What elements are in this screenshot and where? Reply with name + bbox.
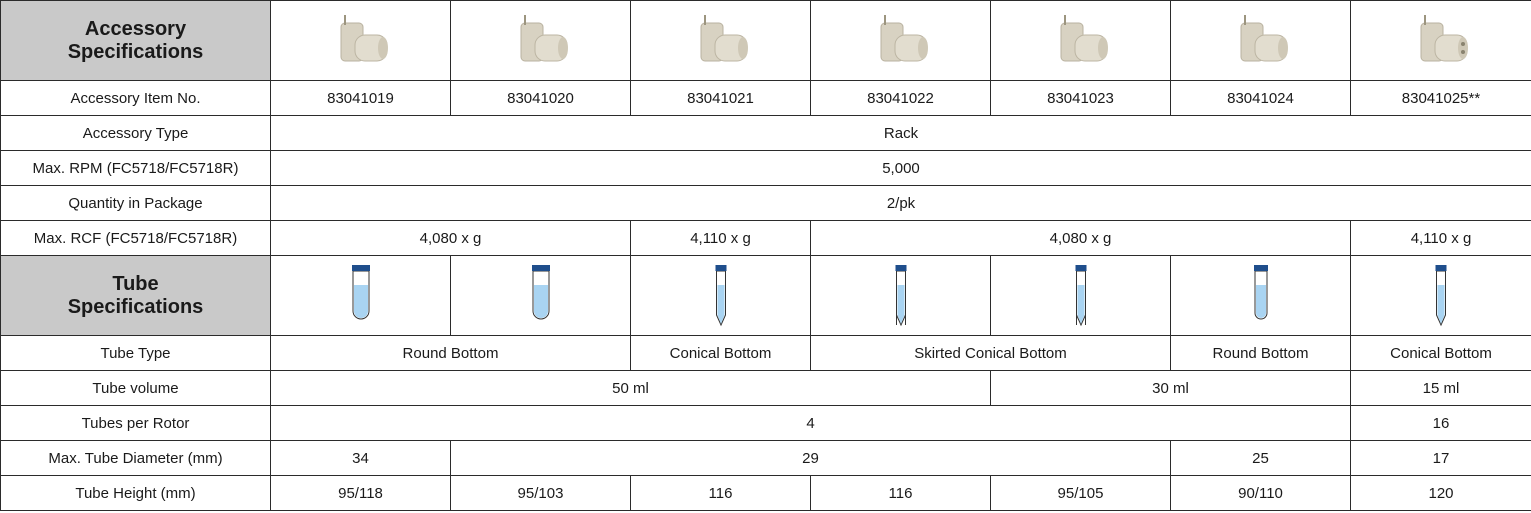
spec-value: Skirted Conical Bottom [810,335,1171,371]
spec-value: 4,080 x g [270,220,631,256]
tube-image [715,264,726,326]
spec-row: Tubes per Rotor 4 16 [0,405,1531,441]
image-cell [810,0,991,81]
header-row: Tube Specifications [0,255,1531,336]
image-cell [270,0,451,81]
spec-value: 2/pk [270,185,1531,221]
image-cell [270,255,451,336]
image-cell [1170,255,1351,336]
spec-value: 83041024 [1170,80,1351,116]
spec-row: Max. RCF (FC5718/FC5718R) 4,080 x g 4,110 … [0,220,1531,256]
spec-value: Conical Bottom [630,335,811,371]
spec-value: 4,110 x g [1350,220,1531,256]
spec-value: 116 [810,475,991,511]
row-label: Accessory Item No. [0,80,271,116]
spec-value: 83041021 [630,80,811,116]
row-label: Tubes per Rotor [0,405,271,441]
spec-value: 16 [1350,405,1531,441]
spec-value: 120 [1350,475,1531,511]
row-label: Max. RCF (FC5718/FC5718R) [0,220,271,256]
row-label: Max. RPM (FC5718/FC5718R) [0,150,271,186]
spec-value: 34 [270,440,451,476]
accessory-image [1240,14,1288,61]
spec-row: Max. RPM (FC5718/FC5718R) 5,000 [0,150,1531,186]
spec-value: 29 [450,440,1171,476]
header-row: Accessory Specifications [0,0,1531,81]
accessory-image [880,14,928,61]
row-label: Quantity in Package [0,185,271,221]
image-cell [450,255,631,336]
image-cell [1350,0,1531,81]
spec-value: 90/110 [1170,475,1351,511]
row-label: Max. Tube Diameter (mm) [0,440,271,476]
spec-value: 30 ml [990,370,1351,406]
spec-row: Tube volume 50 ml 30 ml 15 ml [0,370,1531,406]
image-cell [810,255,991,336]
spec-value: Round Bottom [1170,335,1351,371]
section-header: Tube Specifications [0,255,271,336]
accessory-image [700,14,748,61]
spec-value: 17 [1350,440,1531,476]
row-label: Accessory Type [0,115,271,151]
spec-row: Tube Height (mm) 95/118 95/103 116 116 95/105… [0,475,1531,511]
image-cell [1350,255,1531,336]
spec-row: Tube Type Round Bottom Conical Bottom Skirt… [0,335,1531,371]
spec-value: Conical Bottom [1350,335,1531,371]
accessory-image [1060,14,1108,61]
section-header: Accessory Specifications [0,0,271,81]
tube-image [351,264,370,319]
spec-value: 95/118 [270,475,451,511]
image-cell [1170,0,1351,81]
spec-value: 50 ml [270,370,991,406]
spec-row: Quantity in Package 2/pk [0,185,1531,221]
accessory-image [340,14,388,61]
spec-value: 4,080 x g [810,220,1351,256]
accessory-image [1420,14,1468,61]
image-cell [990,255,1171,336]
row-label: Tube Type [0,335,271,371]
spec-value: 95/103 [450,475,631,511]
tube-image [1435,264,1447,326]
image-cell [630,0,811,81]
spec-row: Accessory Type Rack [0,115,1531,151]
row-label: Tube Height (mm) [0,475,271,511]
spec-value: 25 [1170,440,1351,476]
spec-value: 83041022 [810,80,991,116]
spec-value: 83041025** [1350,80,1531,116]
spec-value: 83041020 [450,80,631,116]
spec-value: Round Bottom [270,335,631,371]
spec-value: 95/105 [990,475,1171,511]
spec-value: 4,110 x g [630,220,811,256]
spec-row: Max. Tube Diameter (mm) 34 29 25 17 [0,440,1531,476]
spec-value: 83041019 [270,80,451,116]
spec-value: 83041023 [990,80,1171,116]
spec-row: Accessory Item No. 83041019 83041020 830410… [0,80,1531,116]
image-cell [990,0,1171,81]
image-cell [630,255,811,336]
image-cell [450,0,631,81]
tube-image [1075,264,1086,326]
spec-value: 5,000 [270,150,1531,186]
spec-value: 116 [630,475,811,511]
accessory-image [520,14,568,61]
spec-value: Rack [270,115,1531,151]
tube-image [1253,264,1268,319]
spec-value: 15 ml [1350,370,1531,406]
row-label: Tube volume [0,370,271,406]
tube-image [895,264,906,326]
tube-image [531,264,550,319]
spec-value: 4 [270,405,1351,441]
